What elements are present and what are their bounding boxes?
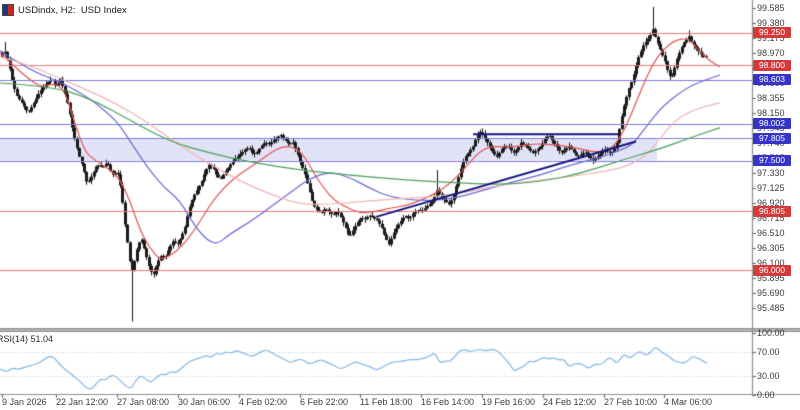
date-tick-label: 27 Feb 10:00 xyxy=(604,397,658,407)
date-tick-label: 4 Mar 06:00 xyxy=(664,397,713,407)
rsi-tick-label: 100.00 xyxy=(757,328,785,338)
price-tick-label: 99.175 xyxy=(757,33,785,43)
symbol-label: USDindx, H2: USD Index xyxy=(18,4,127,16)
price-tick-label: 95.895 xyxy=(757,273,785,283)
price-tick-label: 96.305 xyxy=(757,243,785,253)
rsi-tick-label: 30.00 xyxy=(757,371,780,382)
date-tick-label: 4 Feb 02:00 xyxy=(239,397,288,407)
date-tick-label: 22 Jan 12:00 xyxy=(56,397,109,407)
date-tick-label: 6 Feb 22:00 xyxy=(300,397,349,407)
price-tick-label: 98.355 xyxy=(757,93,785,103)
date-tick-label: 24 Feb 12:00 xyxy=(543,397,597,407)
price-level-badge[interactable]: 97.500 xyxy=(753,155,791,167)
symbol-header: USDindx, H2: USD Index xyxy=(2,4,127,16)
price-tick-label: 98.970 xyxy=(757,48,785,58)
price-tick-label: 96.920 xyxy=(757,198,785,208)
price-tick-label: 96.715 xyxy=(757,213,785,223)
price-tick-label: 95.485 xyxy=(757,303,785,313)
rsi-indicator-label: RSI(14) 51.04 xyxy=(0,334,54,344)
price-level-badge[interactable]: 98.002 xyxy=(753,118,791,130)
price-tick-label: 96.100 xyxy=(757,258,785,268)
price-level-badge[interactable]: 96.000 xyxy=(753,264,791,276)
date-tick-label: 16 Feb 14:00 xyxy=(421,397,475,407)
rsi-tick-label: 70.00 xyxy=(757,346,780,357)
price-tick-label: 99.585 xyxy=(757,3,785,13)
rsi-tick-label: 0.00 xyxy=(757,390,775,400)
price-level-badge[interactable]: 98.800 xyxy=(753,59,791,71)
price-level-badge[interactable]: 96.805 xyxy=(753,205,791,217)
date-tick-label: 9 Jan 2026 xyxy=(2,397,47,407)
price-tick-label: 97.125 xyxy=(757,183,785,193)
price-level-badge[interactable]: 98.603 xyxy=(753,74,791,86)
price-level-badge[interactable]: 97.805 xyxy=(753,132,791,144)
price-tick-label: 98.150 xyxy=(757,108,785,118)
price-tick-label: 95.690 xyxy=(757,288,785,298)
date-tick-label: 27 Jan 08:00 xyxy=(117,397,170,407)
chart-symbol-icon xyxy=(2,4,14,16)
date-tick-label: 19 Feb 16:00 xyxy=(482,397,536,407)
price-tick-label: 99.380 xyxy=(757,18,785,28)
price-tick-label: 96.510 xyxy=(757,228,785,238)
date-tick-label: 11 Feb 18:00 xyxy=(360,397,413,407)
price-level-badge[interactable]: 99.250 xyxy=(753,27,791,38)
price-tick-label: 97.330 xyxy=(757,168,785,178)
date-tick-label: 30 Jan 06:00 xyxy=(178,397,231,407)
